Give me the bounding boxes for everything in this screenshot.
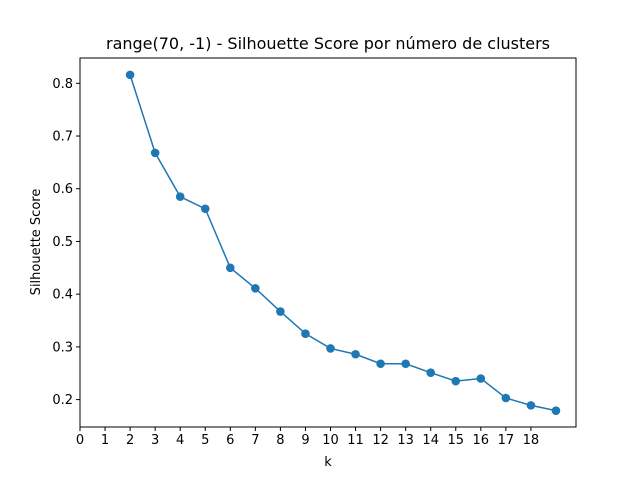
data-point <box>351 349 360 359</box>
y-tick-label: 0.8 <box>52 77 73 92</box>
y-tick-label: 0.6 <box>52 182 73 197</box>
x-tick-label: 9 <box>301 433 309 448</box>
y-axis: 0.2 0.3 0.4 0.5 0.6 0.7 0.8 <box>52 77 80 408</box>
y-tick-label: 0.5 <box>52 235 73 250</box>
y-tick-label: 0.2 <box>52 393 73 408</box>
x-axis: 0 1 2 3 4 5 6 7 8 9 10 11 12 13 14 15 16 17 18 <box>76 427 539 448</box>
data-point <box>401 359 410 369</box>
x-tick-label: 0 <box>76 433 84 448</box>
x-tick-label: 4 <box>176 433 184 448</box>
series-line <box>129 74 557 412</box>
x-tick-label: 14 <box>422 433 439 448</box>
data-point <box>276 307 285 316</box>
data-point <box>551 406 561 415</box>
x-tick-label: 6 <box>226 433 234 448</box>
data-point <box>426 368 436 378</box>
data-point <box>301 329 310 338</box>
x-tick-label: 3 <box>151 433 159 448</box>
data-point <box>175 192 185 201</box>
chart-title: range(70, -1) - Silhouette Score por núm… <box>106 34 550 53</box>
series-layer <box>125 70 561 415</box>
x-tick-label: 5 <box>201 433 209 448</box>
x-tick-label: 12 <box>372 433 389 448</box>
x-tick-label: 8 <box>276 433 284 448</box>
data-point <box>200 204 210 214</box>
x-tick-label: 16 <box>473 433 490 448</box>
data-point <box>226 263 235 273</box>
x-tick-label: 7 <box>251 433 259 448</box>
y-tick-label: 0.3 <box>52 340 73 355</box>
x-tick-label: 18 <box>523 433 540 448</box>
data-point <box>476 374 486 383</box>
x-tick-label: 2 <box>126 433 134 448</box>
x-tick-label: 10 <box>322 433 339 448</box>
data-point <box>501 393 511 403</box>
data-point <box>451 376 461 386</box>
x-tick-label: 13 <box>397 433 414 448</box>
data-point <box>326 344 335 353</box>
data-point <box>150 148 160 158</box>
plot-frame <box>79 57 577 428</box>
data-point <box>251 284 260 293</box>
data-point <box>526 401 536 410</box>
data-point <box>376 359 385 369</box>
x-tick-label: 1 <box>101 433 109 448</box>
y-tick-label: 0.7 <box>52 130 73 145</box>
x-tick-label: 15 <box>447 433 464 448</box>
y-axis-label: Silhouette Score <box>29 189 44 296</box>
x-tick-label: 11 <box>347 433 364 448</box>
data-point <box>125 70 135 80</box>
y-tick-label: 0.4 <box>52 288 73 303</box>
x-tick-label: 17 <box>498 433 515 448</box>
x-axis-label: k <box>324 455 332 470</box>
